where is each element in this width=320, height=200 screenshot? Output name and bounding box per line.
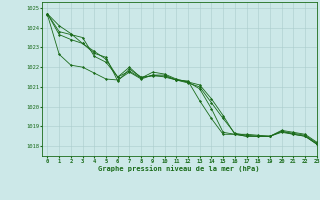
X-axis label: Graphe pression niveau de la mer (hPa): Graphe pression niveau de la mer (hPa) [99,165,260,172]
